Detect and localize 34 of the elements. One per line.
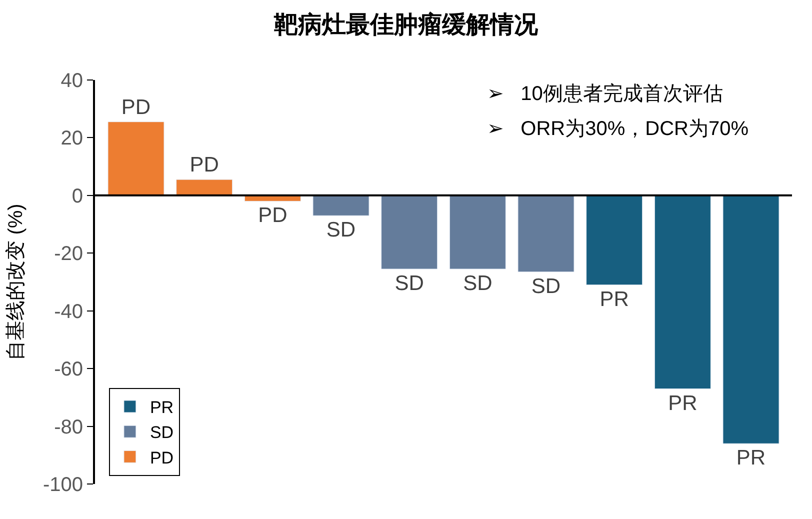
data-label: PR xyxy=(668,392,698,415)
y-tick-label: 40 xyxy=(60,70,83,92)
y-tick-label: -80 xyxy=(54,416,83,438)
data-label: PD xyxy=(121,96,151,119)
bar xyxy=(586,195,643,286)
data-label: PD xyxy=(258,204,288,228)
annotation: ➢ 10例患者完成首次评估 xyxy=(487,82,723,105)
bar xyxy=(518,195,574,272)
bar xyxy=(312,195,370,216)
y-tick-label: -60 xyxy=(54,358,83,381)
y-tick-label: 20 xyxy=(60,128,83,150)
bar xyxy=(449,195,506,270)
bar xyxy=(108,122,164,196)
data-label: SD xyxy=(463,272,492,296)
bar xyxy=(654,195,711,390)
legend-label: PD xyxy=(150,448,174,468)
data-label: SD xyxy=(394,272,424,296)
y-tick-label: -20 xyxy=(54,243,83,266)
data-label: PR xyxy=(600,288,629,311)
y-tick-label: 0 xyxy=(72,185,83,208)
y-axis-title: 自基线的改变 (%) xyxy=(4,204,27,360)
legend-label: SD xyxy=(150,423,174,442)
bar xyxy=(722,195,780,444)
annotation: ➢ ORR为30%，DCR为70% xyxy=(487,118,749,140)
legend-label: PR xyxy=(150,398,174,418)
data-label: SD xyxy=(531,274,561,298)
data-label: PR xyxy=(736,446,766,470)
data-label: PD xyxy=(190,154,219,177)
bar xyxy=(176,179,233,196)
y-tick-label: -40 xyxy=(54,300,83,323)
y-tick-label: -100 xyxy=(42,474,83,496)
data-label: SD xyxy=(326,218,356,242)
chart-title: 靶病灶最佳肿瘤缓解情况 xyxy=(273,11,539,38)
bar xyxy=(381,195,438,270)
